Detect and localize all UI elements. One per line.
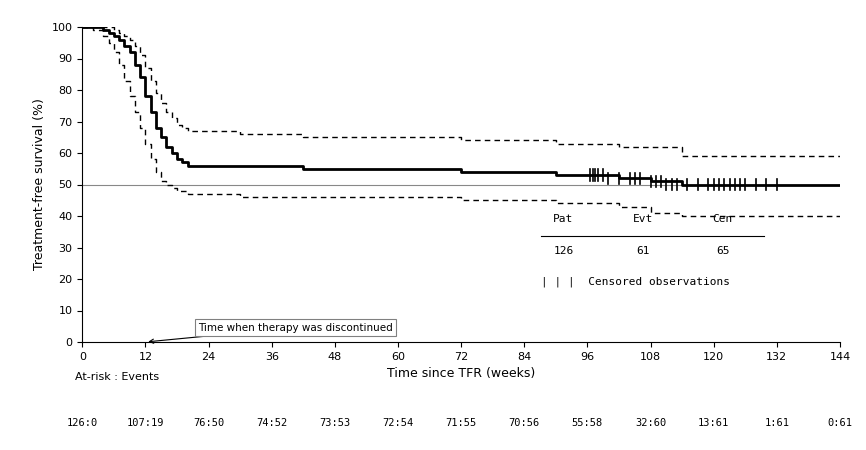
Text: 1:61: 1:61 [765,418,790,428]
Text: | | |  Censored observations: | | | Censored observations [540,277,730,288]
Text: 72:54: 72:54 [383,418,414,428]
Text: 61: 61 [637,246,650,256]
Text: Time when therapy was discontinued: Time when therapy was discontinued [150,323,393,343]
Text: Cen: Cen [713,214,733,224]
Text: 74:52: 74:52 [256,418,288,428]
Text: 73:53: 73:53 [320,418,351,428]
Text: 126: 126 [553,246,573,256]
Text: At-risk : Events: At-risk : Events [74,372,158,382]
X-axis label: Time since TFR (weeks): Time since TFR (weeks) [387,367,535,380]
Text: 65: 65 [716,246,729,256]
Text: 76:50: 76:50 [193,418,224,428]
Text: 55:58: 55:58 [572,418,603,428]
Text: 71:55: 71:55 [445,418,477,428]
Text: 70:56: 70:56 [508,418,540,428]
Text: Evt: Evt [633,214,653,224]
Text: 13:61: 13:61 [698,418,729,428]
Y-axis label: Treatment-free survival (%): Treatment-free survival (%) [33,99,46,270]
Text: 107:19: 107:19 [126,418,165,428]
Text: 126:0: 126:0 [67,418,98,428]
Text: Pat: Pat [553,214,573,224]
Text: 32:60: 32:60 [635,418,666,428]
Text: 0:61: 0:61 [828,418,852,428]
